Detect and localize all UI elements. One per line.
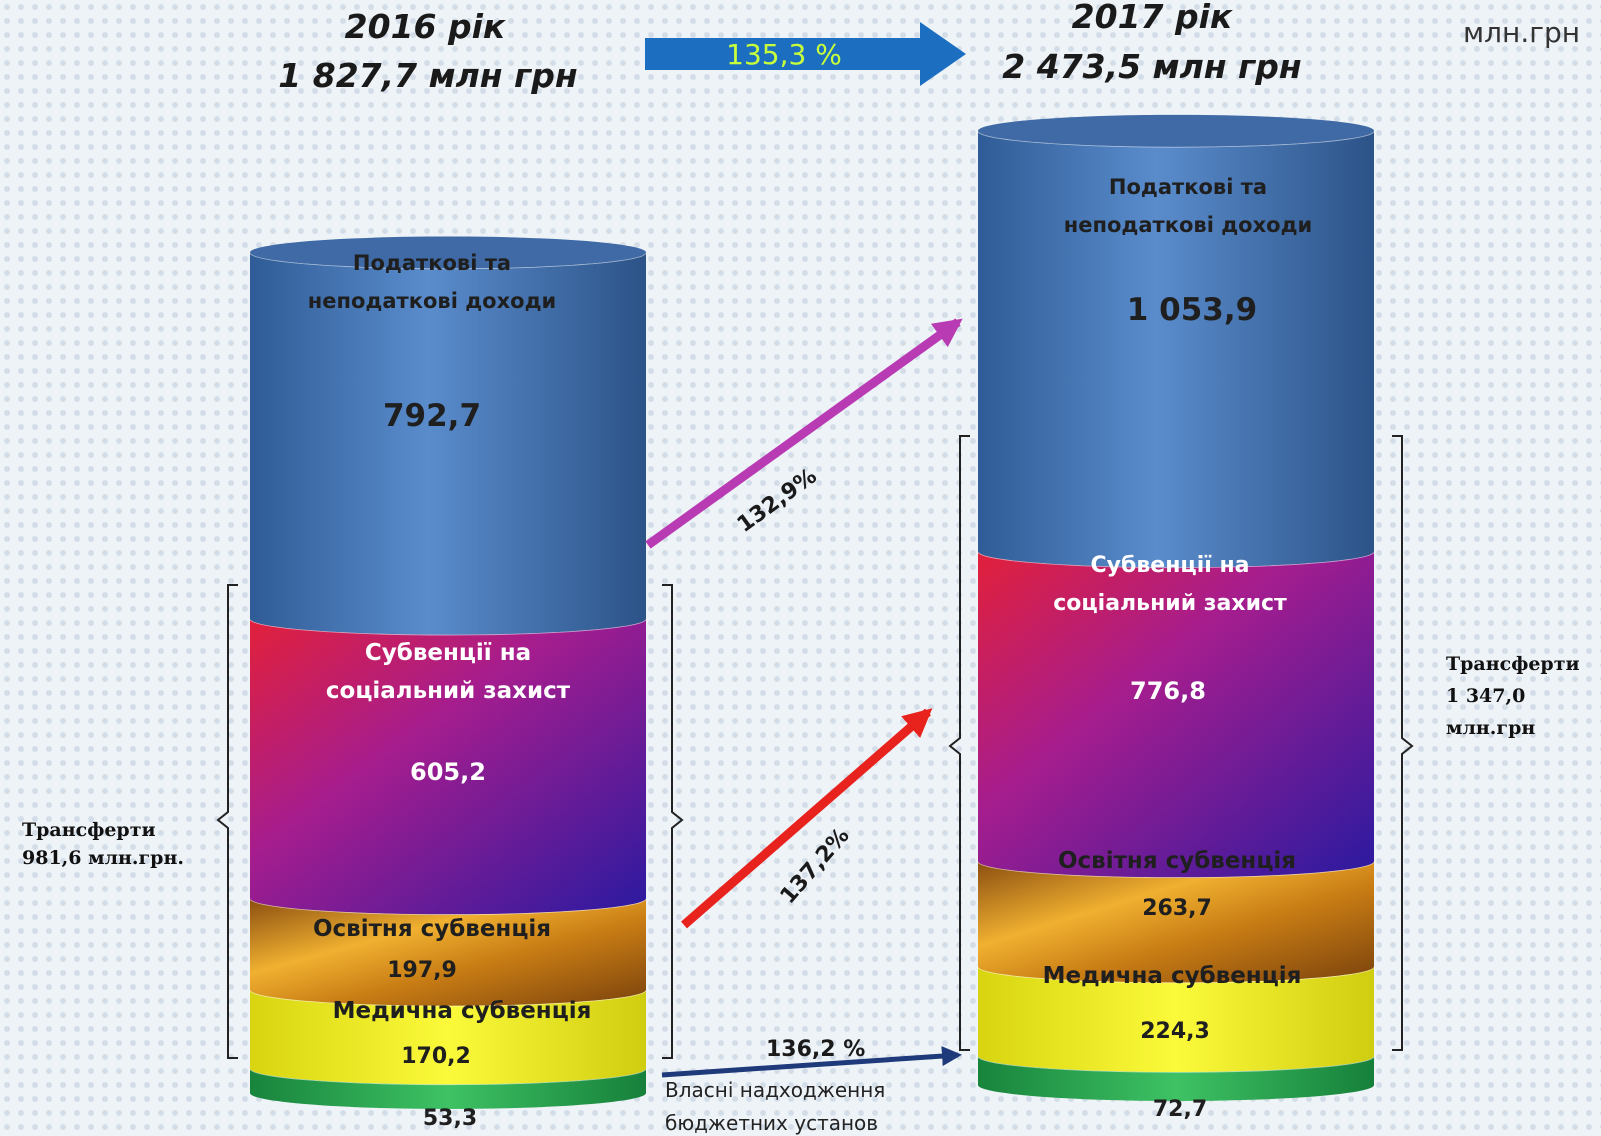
column-2016 xyxy=(249,236,647,1109)
label-own-line2: бюджетних установ xyxy=(665,1111,878,1135)
brace-2017-left xyxy=(948,435,970,1051)
arrow-tax-growth xyxy=(645,318,963,549)
year-2016-title: 2016 рік xyxy=(345,7,507,46)
label-own-growth: 136,2 % xyxy=(766,1037,865,1062)
transfers-2016-line2: 981,6 млн.грн. xyxy=(22,847,184,869)
column-2017 xyxy=(977,114,1375,1101)
labels-2016: Податкові та неподаткові доходи 792,7 Су… xyxy=(308,251,592,1131)
value-2017-social: 776,8 xyxy=(1130,677,1206,705)
label-own-line1: Власні надходження xyxy=(665,1078,885,1102)
arrow-own-growth xyxy=(661,1046,962,1078)
value-2017-own: 72,7 xyxy=(1153,1097,1207,1122)
transfers-2016-label: Трансферти 981,6 млн.грн. xyxy=(22,819,184,869)
bar-2017-tax xyxy=(978,130,1374,568)
labels-2017: Податкові та неподаткові доходи 1 053,9 … xyxy=(1043,175,1313,1122)
arrow-transfer-growth xyxy=(681,708,933,929)
brace-2017-right xyxy=(1392,435,1414,1051)
value-2016-edu: 197,9 xyxy=(387,958,457,983)
bar-2017-edu xyxy=(978,861,1374,983)
label-2016-social-line1: Субвенції на xyxy=(365,640,531,666)
value-2017-tax: 1 053,9 xyxy=(1127,292,1257,328)
label-2016-edu: Освітня субвенція xyxy=(313,916,551,942)
value-2016-own: 53,3 xyxy=(423,1106,477,1131)
label-2016-tax-line2: неподаткові доходи xyxy=(308,289,557,313)
year-2017-total: 2 473,5 млн грн xyxy=(1002,47,1301,86)
header-growth-arrow: 135,3 % xyxy=(645,22,966,86)
label-2016-social-line2: соціальний захист xyxy=(326,678,571,704)
year-2017-title: 2017 рік xyxy=(1072,0,1234,36)
transfers-2017-label: Трансферти 1 347,0 млн.грн xyxy=(1446,653,1580,739)
bar-2017-social xyxy=(978,551,1374,878)
label-2016-med: Медична субвенція xyxy=(333,998,592,1024)
label-2017-med: Медична субвенція xyxy=(1043,963,1302,989)
brace-2016-right xyxy=(662,584,684,1059)
value-2017-edu: 263,7 xyxy=(1142,896,1212,921)
bar-2017-own xyxy=(978,1055,1374,1101)
bar-2017-top-cap xyxy=(978,114,1374,147)
brace-2016-left xyxy=(216,584,238,1059)
transfers-2017-line1: Трансферти xyxy=(1446,653,1580,675)
bar-2016-social xyxy=(250,618,646,915)
bar-2016-edu xyxy=(250,898,646,1006)
bar-2016-own xyxy=(250,1068,646,1109)
bar-2016-med xyxy=(250,989,646,1085)
value-2016-med: 170,2 xyxy=(401,1044,471,1069)
year-2016-total: 1 827,7 млн грн xyxy=(278,56,577,95)
label-2017-tax-line2: неподаткові доходи xyxy=(1064,213,1313,237)
transfers-2017-line3: млн.грн xyxy=(1446,717,1535,739)
label-2017-edu: Освітня субвенція xyxy=(1058,848,1296,874)
transfers-2016-line1: Трансферти xyxy=(22,819,156,841)
value-2017-med: 224,3 xyxy=(1140,1019,1210,1044)
transfers-2017-line2: 1 347,0 xyxy=(1446,685,1525,707)
header-growth-label: 135,3 % xyxy=(726,38,842,71)
label-2017-social-line2: соціальний захист xyxy=(1053,591,1287,616)
bar-2016-tax xyxy=(250,252,646,635)
label-2017-tax-line1: Податкові та xyxy=(1109,175,1267,199)
label-2017-social-line1: Субвенції на xyxy=(1091,553,1250,578)
value-2016-tax: 792,7 xyxy=(383,398,481,434)
label-2016-tax-line1: Податкові та xyxy=(353,251,511,275)
bar-2016-top-cap xyxy=(250,236,646,269)
bar-2017-med xyxy=(978,966,1374,1072)
value-2016-social: 605,2 xyxy=(410,758,486,786)
units-label: млн.грн xyxy=(1463,16,1580,49)
